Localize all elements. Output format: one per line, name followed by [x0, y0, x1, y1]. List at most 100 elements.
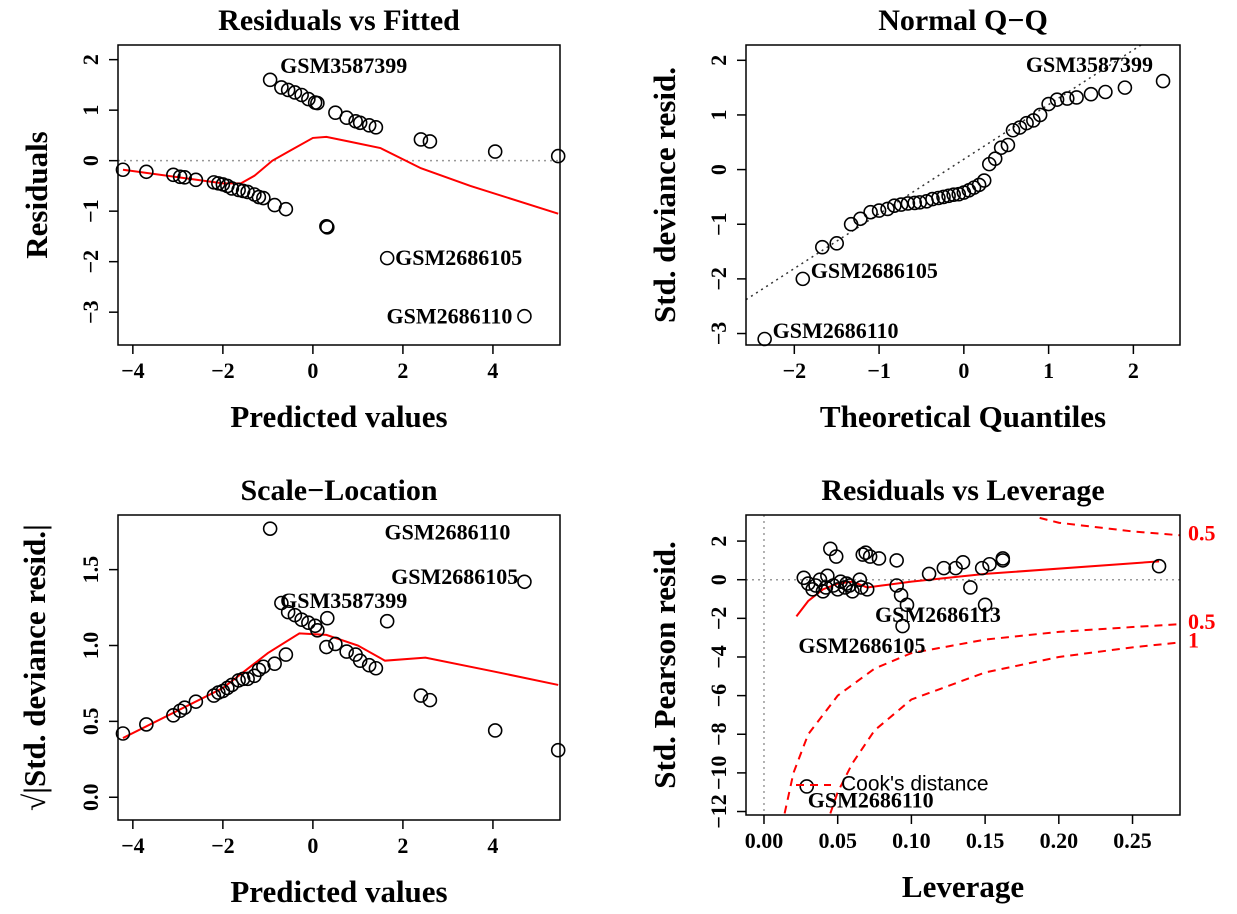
y-tick-label: −2 — [706, 267, 731, 291]
plot-area — [122, 632, 559, 739]
point — [310, 623, 325, 638]
point — [280, 82, 296, 98]
y-tick-label: −2 — [706, 607, 731, 631]
y-axis-label: √|Std. deviance resid.| — [17, 524, 52, 811]
point-label: GSM2686105 — [395, 245, 522, 270]
point — [880, 201, 895, 217]
x-tick-label: −2 — [211, 833, 235, 858]
chart-title: Residuals vs Leverage — [821, 474, 1104, 507]
point — [1155, 73, 1171, 89]
point — [310, 95, 325, 111]
point — [982, 556, 997, 572]
y-tick-label: 0 — [706, 164, 731, 175]
point — [517, 574, 532, 590]
y-tick-label: 1.0 — [78, 632, 103, 660]
point — [220, 680, 235, 696]
x-tick-label: 1 — [1043, 358, 1054, 383]
point — [907, 195, 922, 211]
y-tick-label: −1 — [706, 212, 731, 236]
point — [280, 604, 296, 620]
point — [853, 580, 869, 595]
y-axis-label: Residuals — [19, 131, 54, 258]
point — [274, 80, 289, 95]
smooth-line — [122, 135, 559, 215]
point — [799, 779, 815, 794]
point — [267, 656, 282, 672]
point — [895, 618, 910, 634]
point-label: GSM2686105 — [811, 258, 938, 283]
point — [889, 553, 904, 568]
cook-curve — [1039, 516, 1180, 537]
point-label: GSM3587399 — [280, 53, 407, 78]
point — [1083, 86, 1099, 102]
point — [240, 671, 255, 687]
point-label: GSM2686113 — [875, 602, 1001, 627]
point — [1117, 80, 1133, 95]
x-tick-label: 0.25 — [1113, 828, 1152, 853]
plot-box — [117, 44, 561, 346]
cook-label: 0.5 — [1188, 609, 1216, 634]
point — [550, 742, 566, 758]
point — [871, 551, 887, 566]
point — [941, 188, 956, 204]
point — [887, 198, 902, 213]
point — [413, 688, 429, 703]
point — [301, 91, 316, 107]
x-tick-label: 0.15 — [966, 828, 1005, 853]
point — [1049, 92, 1065, 107]
point-label: GSM2686105 — [391, 564, 518, 589]
point — [889, 578, 904, 593]
x-tick-label: 0 — [307, 833, 318, 858]
point — [1069, 90, 1084, 105]
x-tick-label: −2 — [783, 358, 807, 383]
x-tick-label: −4 — [121, 833, 145, 858]
y-tick-label: 0.5 — [78, 708, 103, 736]
point — [139, 717, 154, 732]
x-tick-label: 0.10 — [892, 828, 931, 853]
point — [993, 140, 1009, 156]
point-label: GSM2686110 — [808, 787, 934, 812]
point — [863, 204, 878, 220]
plot-area — [118, 135, 560, 215]
point — [995, 553, 1011, 568]
point — [1005, 122, 1021, 138]
point — [352, 653, 368, 668]
chart-title: Normal Q−Q — [878, 4, 1048, 37]
y-tick-label: 0.0 — [78, 783, 103, 811]
chart-title: Residuals vs Fitted — [218, 4, 460, 37]
point — [319, 220, 335, 235]
point — [115, 162, 131, 178]
point — [256, 190, 271, 206]
legend-text: Cook's distance — [841, 773, 989, 796]
point — [319, 639, 334, 655]
point — [1041, 96, 1056, 112]
x-tick-label: 2 — [1128, 358, 1139, 383]
y-tick-label: −3 — [706, 322, 731, 346]
point — [177, 700, 192, 716]
x-axis-label: Leverage — [902, 869, 1024, 904]
point — [963, 580, 978, 595]
point — [862, 549, 878, 564]
point — [859, 582, 875, 597]
point — [757, 331, 772, 347]
cook-curve — [829, 641, 1180, 814]
point — [319, 610, 335, 626]
plot-area — [746, 515, 1180, 815]
point — [413, 132, 429, 147]
point — [287, 85, 303, 100]
point — [921, 566, 937, 582]
point — [172, 703, 188, 719]
point — [974, 560, 990, 576]
point — [262, 72, 278, 88]
chart-title: Scale−Location — [240, 474, 437, 507]
point — [278, 647, 294, 662]
point — [235, 671, 251, 687]
point — [188, 694, 204, 709]
point — [955, 555, 971, 570]
point — [814, 239, 830, 255]
x-axis-label: Predicted values — [230, 874, 447, 909]
point — [294, 612, 309, 628]
point — [166, 167, 181, 183]
y-tick-label: −8 — [706, 722, 731, 746]
